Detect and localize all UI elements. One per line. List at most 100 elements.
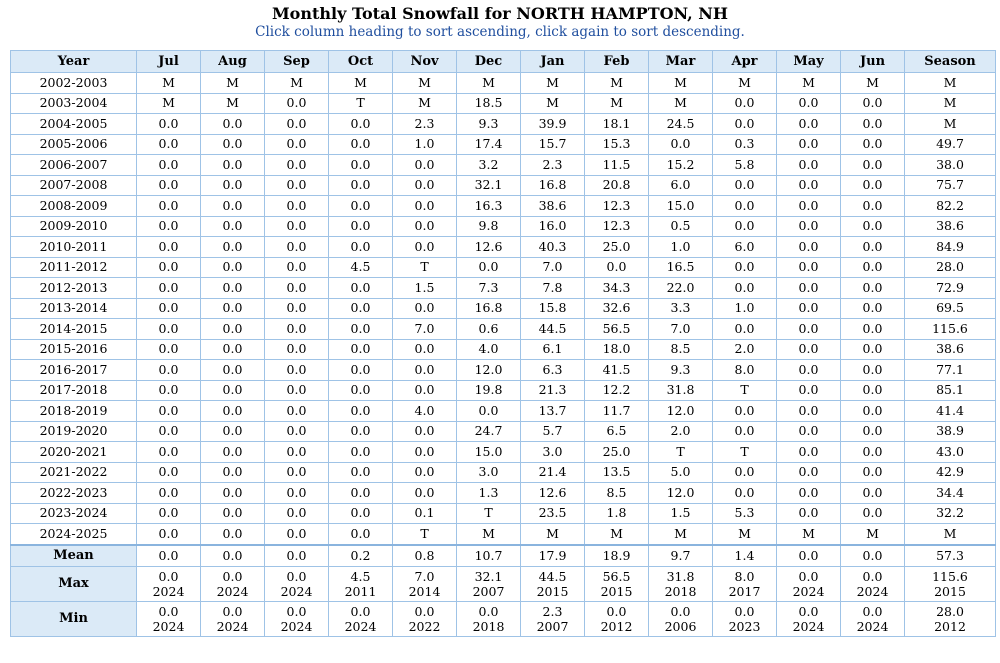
column-header-feb[interactable]: Feb (584, 50, 649, 73)
snowfall-cell: 1.5 (648, 502, 713, 524)
snowfall-cell: M (520, 72, 585, 94)
snowfall-cell: 12.0 (648, 400, 713, 422)
snowfall-cell: 0.0 (776, 133, 841, 155)
snowfall-cell: 0.0 (840, 277, 905, 299)
snowfall-cell: 0.0 (648, 133, 713, 155)
snowfall-cell: 0.0 (264, 400, 329, 422)
min-cell: 0.0 2012 (584, 600, 649, 637)
max-year: 2024 (792, 583, 825, 599)
column-header-jun[interactable]: Jun (840, 50, 905, 73)
snowfall-cell: 0.0 (776, 236, 841, 258)
column-header-aug[interactable]: Aug (200, 50, 265, 73)
snowfall-cell: 0.0 (200, 523, 265, 545)
snowfall-cell: 18.5 (456, 92, 521, 114)
snowfall-cell: 0.0 (200, 133, 265, 155)
season-year-cell: 2012-2013 (10, 277, 137, 299)
snowfall-cell: 0.0 (328, 523, 393, 545)
snowfall-cell: 40.3 (520, 236, 585, 258)
column-header-apr[interactable]: Apr (712, 50, 777, 73)
table-row: 2007-2008 0.0 0.0 0.0 0.0 0.0 32.1 16.8 20.8 6.0 0… (10, 174, 996, 196)
mean-cell: 0.0 (776, 543, 841, 567)
min-row: Min 0.0 2024 0.0 2024 0.0 2024 0.0 2024 0.0 2022 0.… (10, 600, 996, 637)
mean-row: Mean 0.0 0.0 0.0 0.2 0.8 10.7 17.9 18.9 9.7 1.4 0.0… (10, 543, 996, 567)
snowfall-cell: 0.0 (776, 502, 841, 524)
snowfall-cell: M (584, 72, 649, 94)
snowfall-cell: 15.3 (584, 133, 649, 155)
season-year-cell: 2016-2017 (10, 359, 137, 381)
column-header-year[interactable]: Year (10, 50, 137, 73)
max-row: Max 0.0 2024 0.0 2024 0.0 2024 4.5 2011 7.0 2014 32… (10, 565, 996, 602)
snowfall-cell: 9.3 (456, 113, 521, 135)
snowfall-cell: M (392, 72, 457, 94)
snowfall-cell: T (392, 256, 457, 278)
min-year: 2006 (664, 618, 697, 634)
min-value: 0.0 (286, 603, 307, 619)
snowfall-cell: 0.0 (136, 359, 201, 381)
column-header-nov[interactable]: Nov (392, 50, 457, 73)
max-value: 0.0 (798, 568, 819, 584)
snowfall-cell: M (648, 92, 713, 114)
mean-cell: 18.9 (584, 543, 649, 567)
snowfall-cell: 0.0 (136, 441, 201, 463)
column-header-dec[interactable]: Dec (456, 50, 521, 73)
snowfall-cell: 5.0 (648, 461, 713, 483)
snowfall-cell: 0.0 (264, 441, 329, 463)
mean-cell: 0.0 (264, 543, 329, 567)
snowfall-cell: 0.0 (776, 359, 841, 381)
snowfall-cell: 0.0 (840, 400, 905, 422)
max-value: 115.6 (932, 568, 968, 584)
snowfall-cell: 11.7 (584, 400, 649, 422)
column-header-may[interactable]: May (776, 50, 841, 73)
snowfall-cell: 0.0 (200, 113, 265, 135)
min-value: 0.0 (862, 603, 883, 619)
snowfall-cell: 0.0 (136, 338, 201, 360)
snowfall-cell: 0.0 (200, 236, 265, 258)
snowfall-cell: 0.0 (776, 113, 841, 135)
snowfall-cell: 9.3 (648, 359, 713, 381)
snowfall-cell: 0.0 (392, 379, 457, 401)
column-header-jul[interactable]: Jul (136, 50, 201, 73)
snowfall-cell: 15.2 (648, 154, 713, 176)
snowfall-cell: 41.4 (904, 400, 996, 422)
season-year-cell: 2019-2020 (10, 420, 137, 442)
max-year: 2007 (472, 583, 505, 599)
snowfall-cell: 31.8 (648, 379, 713, 401)
snowfall-cell: 0.0 (200, 154, 265, 176)
snowfall-cell: 12.6 (456, 236, 521, 258)
snowfall-cell: 38.6 (520, 195, 585, 217)
min-year: 2018 (472, 618, 505, 634)
snowfall-cell: 0.0 (328, 318, 393, 340)
table-row: 2018-2019 0.0 0.0 0.0 0.0 4.0 0.0 13.7 11.7 12.0 0… (10, 400, 996, 422)
snowfall-cell: M (648, 72, 713, 94)
snowfall-cell: 0.0 (840, 113, 905, 135)
snowfall-cell: 0.0 (840, 297, 905, 319)
snowfall-cell: 0.0 (200, 318, 265, 340)
snowfall-cell: 82.2 (904, 195, 996, 217)
table-row: 2024-2025 0.0 0.0 0.0 0.0 T M M M M M M M M (10, 523, 996, 545)
snowfall-cell: 0.0 (136, 133, 201, 155)
snowfall-cell: 0.0 (200, 277, 265, 299)
min-cell: 28.0 2012 (904, 600, 996, 637)
snowfall-cell: 0.0 (584, 256, 649, 278)
snowfall-cell: 25.0 (584, 441, 649, 463)
column-header-oct[interactable]: Oct (328, 50, 393, 73)
max-cell: 0.0 2024 (264, 565, 329, 602)
snowfall-cell: 0.0 (200, 215, 265, 237)
snowfall-cell: 19.8 (456, 379, 521, 401)
snowfall-cell: 0.0 (776, 174, 841, 196)
max-value: 4.5 (350, 568, 371, 584)
column-header-season[interactable]: Season (904, 50, 996, 73)
min-value: 0.0 (670, 603, 691, 619)
max-year: 2014 (408, 583, 441, 599)
column-header-jan[interactable]: Jan (520, 50, 585, 73)
snowfall-cell: 0.0 (136, 113, 201, 135)
column-header-mar[interactable]: Mar (648, 50, 713, 73)
snowfall-cell: 0.0 (264, 215, 329, 237)
column-header-sep[interactable]: Sep (264, 50, 329, 73)
min-cell: 0.0 2024 (200, 600, 265, 637)
snowfall-cell: 0.0 (136, 195, 201, 217)
table-row: 2009-2010 0.0 0.0 0.0 0.0 0.0 9.8 16.0 12.3 0.5 0.… (10, 215, 996, 237)
snowfall-cell: 0.0 (712, 92, 777, 114)
max-year: 2018 (664, 583, 697, 599)
season-year-cell: 2018-2019 (10, 400, 137, 422)
